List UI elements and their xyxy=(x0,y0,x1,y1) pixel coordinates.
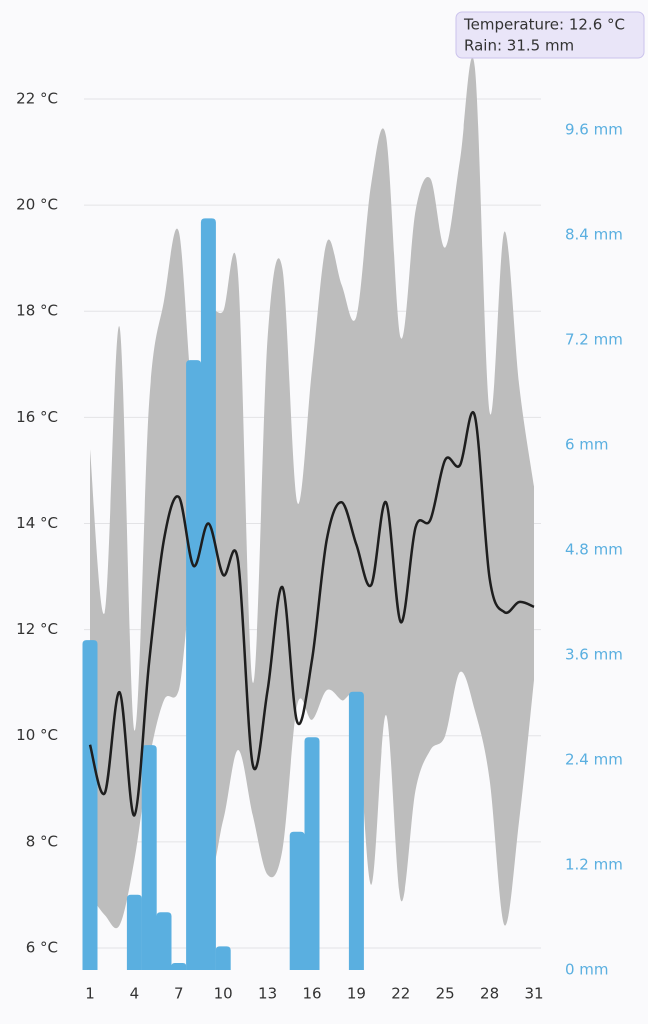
tooltip-box xyxy=(455,11,645,59)
tooltip-line: Temperature: 12.6 °C xyxy=(463,16,625,34)
rain-bar xyxy=(200,218,216,970)
rain-bar xyxy=(126,894,142,970)
y-tick-label: 8 °C xyxy=(26,832,58,850)
tooltip-line: Rain: 31.5 mm xyxy=(464,37,574,55)
y2-tick-label: 8.4 mm xyxy=(565,226,623,244)
y-tick-label: 20 °C xyxy=(16,196,58,214)
x-tick-label: 13 xyxy=(258,985,277,1003)
y-tick-label: 14 °C xyxy=(16,514,58,532)
y2-tick-label: 9.6 mm xyxy=(565,121,623,139)
y2-tick-label: 7.2 mm xyxy=(565,331,623,349)
temperature-line xyxy=(88,411,535,817)
x-tick-label: 16 xyxy=(302,985,321,1003)
y2-tick-label: 0 mm xyxy=(565,961,609,979)
y-tick-label: 18 °C xyxy=(16,302,58,320)
x-tick-label: 28 xyxy=(480,985,499,1003)
rain-bar xyxy=(82,640,98,970)
rain-bar xyxy=(156,912,172,970)
rain-bar xyxy=(186,360,202,970)
y-tick-label: 22 °C xyxy=(16,90,58,108)
rain-bar xyxy=(289,831,305,970)
rain-bar xyxy=(304,737,320,970)
y2-tick-label: 1.2 mm xyxy=(565,856,623,874)
x-tick-label: 25 xyxy=(436,985,455,1003)
y-tick-label: 16 °C xyxy=(16,408,58,426)
x-tick-label: 19 xyxy=(347,985,366,1003)
x-tick-label: 1 xyxy=(85,985,95,1003)
rain-bar xyxy=(171,963,187,970)
rain-bar xyxy=(348,691,364,970)
rain-bar xyxy=(215,946,231,970)
tooltip: Temperature: 12.6 °C Rain: 31.5 mm xyxy=(455,11,645,59)
x-tick-label: 4 xyxy=(130,985,140,1003)
y2-tick-label: 2.4 mm xyxy=(565,751,623,769)
y-tick-label: 10 °C xyxy=(16,726,58,744)
rain-bar xyxy=(141,745,157,970)
x-tick-label: 22 xyxy=(391,985,410,1003)
y2-tick-label: 3.6 mm xyxy=(565,646,623,664)
y2-tick-label: 4.8 mm xyxy=(565,541,623,559)
x-tick-label: 7 xyxy=(174,985,184,1003)
y2-tick-label: 6 mm xyxy=(565,436,609,454)
x-tick-label: 10 xyxy=(214,985,233,1003)
y-tick-label: 6 °C xyxy=(26,938,58,956)
y-tick-label: 12 °C xyxy=(16,620,58,638)
x-tick-label: 31 xyxy=(524,985,543,1003)
